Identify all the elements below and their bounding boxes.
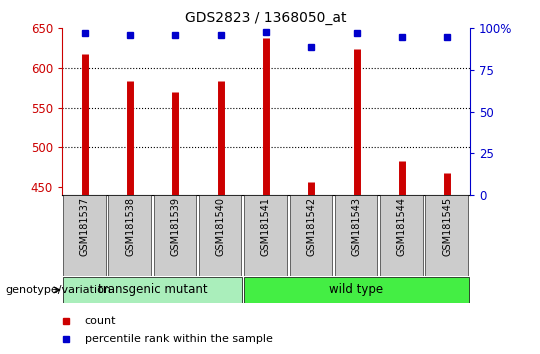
Text: count: count xyxy=(85,316,116,326)
Bar xyxy=(109,195,151,276)
Text: GSM181541: GSM181541 xyxy=(261,197,271,256)
Text: genotype/variation: genotype/variation xyxy=(5,285,111,295)
Bar xyxy=(380,195,423,276)
Bar xyxy=(426,195,468,276)
Bar xyxy=(153,195,196,276)
Text: GSM181540: GSM181540 xyxy=(215,197,226,256)
Text: wild type: wild type xyxy=(329,284,383,296)
Bar xyxy=(199,195,241,276)
Title: GDS2823 / 1368050_at: GDS2823 / 1368050_at xyxy=(185,11,347,24)
Text: GSM181545: GSM181545 xyxy=(442,197,452,256)
Text: GSM181537: GSM181537 xyxy=(80,197,90,256)
Text: GSM181538: GSM181538 xyxy=(125,197,135,256)
Bar xyxy=(63,277,242,303)
Bar xyxy=(289,195,332,276)
Text: GSM181543: GSM181543 xyxy=(352,197,362,256)
Text: GSM181539: GSM181539 xyxy=(170,197,180,256)
Text: transgenic mutant: transgenic mutant xyxy=(98,284,207,296)
Bar xyxy=(63,195,106,276)
Text: percentile rank within the sample: percentile rank within the sample xyxy=(85,334,272,344)
Bar xyxy=(335,195,377,276)
Text: GSM181542: GSM181542 xyxy=(306,197,316,256)
Bar xyxy=(244,195,287,276)
Text: GSM181544: GSM181544 xyxy=(397,197,407,256)
Bar xyxy=(244,277,469,303)
